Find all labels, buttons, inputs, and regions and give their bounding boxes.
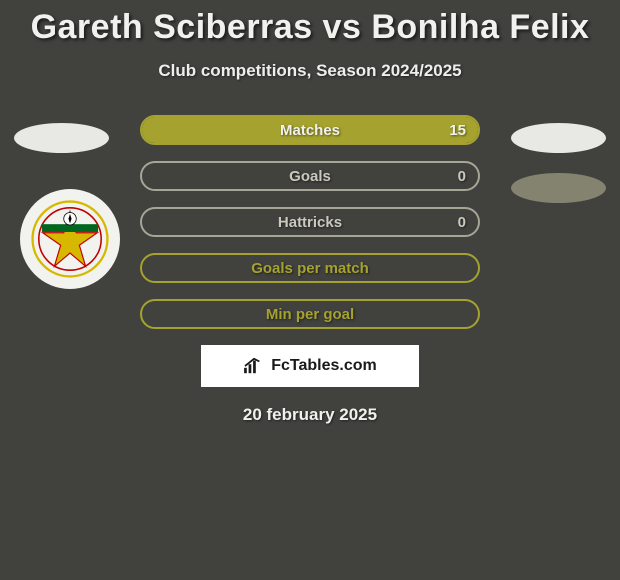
stat-bar: Goals 0 <box>140 161 480 191</box>
stat-bar: Min per goal <box>140 299 480 329</box>
stat-bar-value: 0 <box>458 168 466 185</box>
brand-box: FcTables.com <box>201 345 419 387</box>
club-crest-icon <box>31 200 109 278</box>
chart-icon <box>243 357 265 375</box>
stat-bar-value: 0 <box>458 214 466 231</box>
brand-label: FcTables.com <box>243 357 377 375</box>
page-title: Gareth Sciberras vs Bonilha Felix <box>0 8 620 47</box>
stat-bar: Matches 15 <box>140 115 480 145</box>
right-ellipse-1 <box>511 123 606 153</box>
club-badge <box>20 189 120 289</box>
page-subtitle: Club competitions, Season 2024/2025 <box>0 61 620 81</box>
right-ellipse-2 <box>511 173 606 203</box>
main-area: Matches 15 Goals 0 Hattricks 0 Goals per match… <box>0 115 620 425</box>
brand-text: FcTables.com <box>271 357 377 375</box>
stat-bar-value: 15 <box>449 122 466 139</box>
stat-bar-label: Matches <box>280 122 340 139</box>
stat-bar: Hattricks 0 <box>140 207 480 237</box>
stat-bar-label: Hattricks <box>278 214 342 231</box>
stat-bars: Matches 15 Goals 0 Hattricks 0 Goals per match… <box>140 115 480 329</box>
left-ellipse <box>14 123 109 153</box>
infographic-container: Gareth Sciberras vs Bonilha Felix Club c… <box>0 0 620 425</box>
stat-bar-label: Goals per match <box>251 260 369 277</box>
stat-bar: Goals per match <box>140 253 480 283</box>
stat-bar-label: Goals <box>289 168 331 185</box>
stat-bar-label: Min per goal <box>266 306 354 323</box>
date-label: 20 february 2025 <box>0 405 620 425</box>
